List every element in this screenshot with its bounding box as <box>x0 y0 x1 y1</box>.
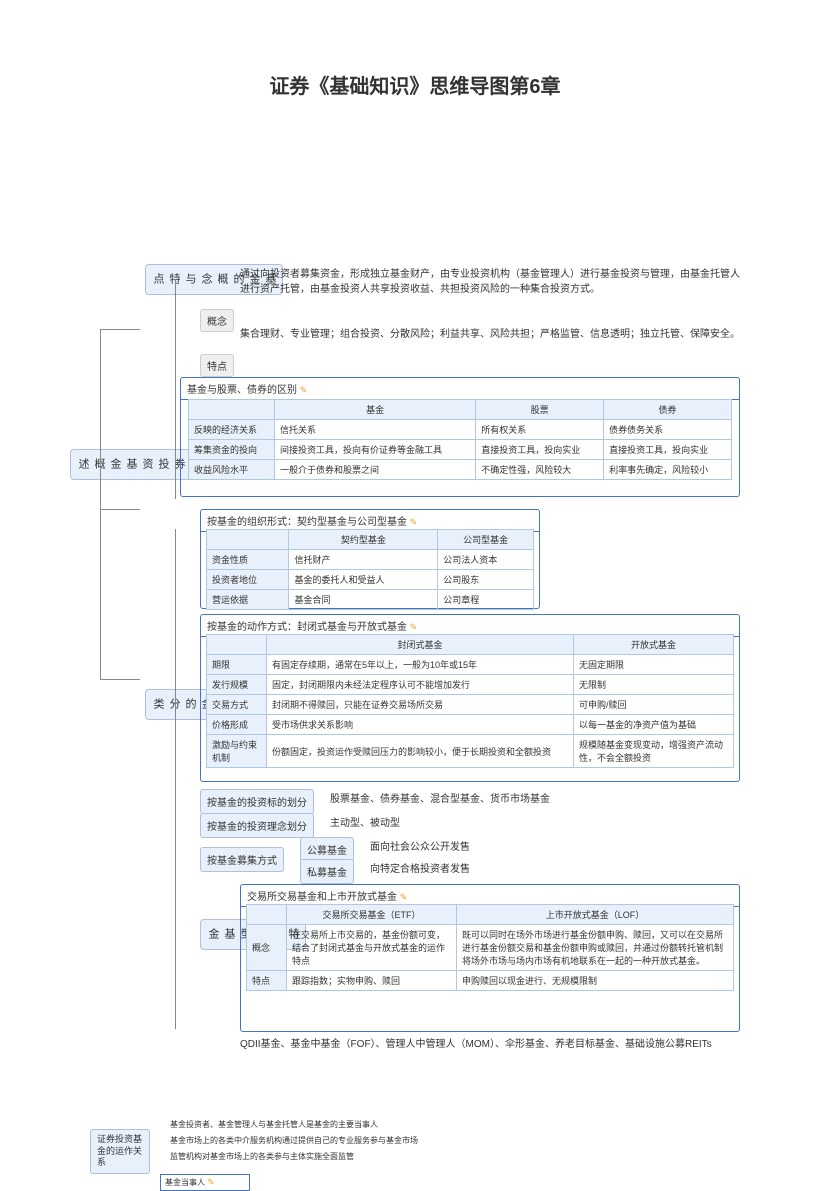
td: 可申购/赎回 <box>574 695 734 715</box>
b3-line2: 基金市场上的各类中介服务机构通过提供自己的专业服务参与基金市场 <box>170 1135 418 1147</box>
td: 信托关系 <box>275 420 476 440</box>
td: 利率事先确定，风险较小 <box>604 460 732 480</box>
th <box>189 400 275 420</box>
td: 一般介于债券和股票之间 <box>275 460 476 480</box>
td: 营运依据 <box>207 590 289 610</box>
feature-label: 特点 <box>200 354 234 377</box>
sub-frame: 基金当事人 ✎ <box>160 1174 250 1191</box>
note-icon: ✎ <box>410 517 418 527</box>
private-label: 私募基金 <box>300 859 354 884</box>
td: 不确定性强，风险较大 <box>476 460 604 480</box>
td: 申购赎回以现金进行、无规模限制 <box>457 971 734 991</box>
diff-table: 基金 股票 债券 反映的经济关系 信托关系 所有权关系 债券债务关系 筹集资金的… <box>188 399 732 480</box>
th: 封闭式基金 <box>267 635 574 655</box>
td: 有固定存续期，通常在5年以上，一般为10年或15年 <box>267 655 574 675</box>
td: 以每一基金的净资产值为基础 <box>574 715 734 735</box>
org-table: 契约型基金 公司型基金 资金性质 信托财产 公司法人资本 投资者地位 基金的委托… <box>206 529 534 610</box>
connector <box>100 329 101 679</box>
td: 份额固定，投资运作受赎回压力的影响较小，便于长期投资和全额投资 <box>267 735 574 768</box>
td: 在交易所上市交易的，基金份额可变，结合了封闭式基金与开放式基金的运作特点 <box>287 925 457 971</box>
th: 债券 <box>604 400 732 420</box>
raise-label: 按基金募集方式 <box>200 847 284 872</box>
th: 上市开放式基金（LOF） <box>457 905 734 925</box>
note-icon: ✎ <box>410 622 418 632</box>
b3-line1: 基金投资者、基金管理人与基金托管人是基金的主要当事人 <box>170 1119 378 1131</box>
td: 资金性质 <box>207 550 289 570</box>
td: 所有权关系 <box>476 420 604 440</box>
op-table: 封闭式基金 开放式基金 期限 有固定存续期，通常在5年以上，一般为10年或15年… <box>206 634 734 768</box>
td: 交易方式 <box>207 695 267 715</box>
td: 公司法人资本 <box>438 550 534 570</box>
td: 固定，封闭期限内未经法定程序认可不能增加发行 <box>267 675 574 695</box>
note-icon: ✎ <box>400 892 408 902</box>
concept-label: 概念 <box>200 309 234 332</box>
td: 激励与约束机制 <box>207 735 267 768</box>
feature-text: 集合理财、专业管理；组合投资、分散风险；利益共享、风险共担；严格监管、信息透明；… <box>240 327 740 342</box>
td: 筹集资金的投向 <box>189 440 275 460</box>
th: 股票 <box>476 400 604 420</box>
td: 受市场供求关系影响 <box>267 715 574 735</box>
td: 信托财产 <box>289 550 438 570</box>
th: 基金 <box>275 400 476 420</box>
td: 债券债务关系 <box>604 420 732 440</box>
etf-table: 交易所交易基金（ETF） 上市开放式基金（LOF） 概念 在交易所上市交易的，基… <box>246 904 734 991</box>
connector <box>100 329 140 330</box>
diff-title: 基金与股票、债券的区别 ✎ <box>181 378 739 400</box>
td: 直接投资工具，投向实业 <box>476 440 604 460</box>
th: 公司型基金 <box>438 530 534 550</box>
connector <box>100 679 140 680</box>
td: 基金合同 <box>289 590 438 610</box>
td: 规模随基金变现变动，增强资产流动性，不会全额投资 <box>574 735 734 768</box>
target-text: 股票基金、债券基金、混合型基金、货币市场基金 <box>330 792 550 807</box>
other-funds-text: QDII基金、基金中基金（FOF）、管理人中管理人（MOM）、伞形基金、养老目标… <box>240 1037 740 1052</box>
td: 投资者地位 <box>207 570 289 590</box>
td: 特点 <box>247 971 287 991</box>
td: 间接投资工具，投向有价证券等金融工具 <box>275 440 476 460</box>
td: 公司股东 <box>438 570 534 590</box>
td: 无限制 <box>574 675 734 695</box>
th <box>207 530 289 550</box>
th: 契约型基金 <box>289 530 438 550</box>
th <box>247 905 287 925</box>
td: 期限 <box>207 655 267 675</box>
connector <box>175 529 176 1029</box>
th: 开放式基金 <box>574 635 734 655</box>
td: 封闭期不得赎回，只能在证券交易场所交易 <box>267 695 574 715</box>
b3-line3: 监管机构对基金市场上的各类参与主体实施全面监管 <box>170 1151 354 1163</box>
connector <box>100 509 140 510</box>
td: 直接投资工具，投向实业 <box>604 440 732 460</box>
td: 基金的委托人和受益人 <box>289 570 438 590</box>
td: 发行规模 <box>207 675 267 695</box>
connector <box>175 279 176 499</box>
th: 交易所交易基金（ETF） <box>287 905 457 925</box>
invest-concept-text: 主动型、被动型 <box>330 816 400 831</box>
page-title: 证券《基础知识》思维导图第6章 <box>0 0 830 129</box>
note-icon: ✎ <box>300 385 308 395</box>
invest-concept-label: 按基金的投资理念划分 <box>200 813 314 838</box>
branch3-node: 证券投资基金的运作关系 <box>90 1129 150 1174</box>
td: 价格形成 <box>207 715 267 735</box>
td: 反映的经济关系 <box>189 420 275 440</box>
th <box>207 635 267 655</box>
td: 公司章程 <box>438 590 534 610</box>
target-label: 按基金的投资标的划分 <box>200 789 314 814</box>
td: 既可以同时在场外市场进行基金份额申购、赎回，又可以在交易所进行基金份额交易和基金… <box>457 925 734 971</box>
td: 概念 <box>247 925 287 971</box>
note-icon: ✎ <box>207 1177 215 1187</box>
concept-text: 通过向投资者募集资金，形成独立基金财产，由专业投资机构（基金管理人）进行基金投资… <box>240 267 740 297</box>
public-text: 面向社会公众公开发售 <box>370 840 470 855</box>
td: 收益风险水平 <box>189 460 275 480</box>
td: 跟踪指数；实物申购、赎回 <box>287 971 457 991</box>
private-text: 向特定合格投资者发售 <box>370 862 470 877</box>
td: 无固定期限 <box>574 655 734 675</box>
